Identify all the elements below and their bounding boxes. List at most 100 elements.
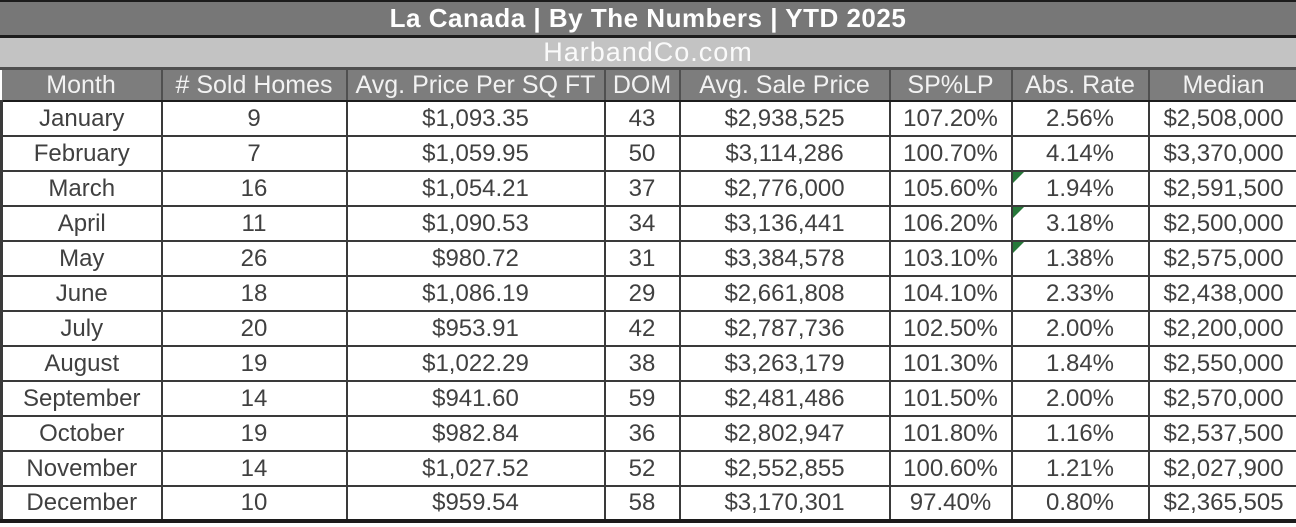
cell-abs-rate: 1.21%	[1010, 450, 1150, 487]
column-header-sold-homes: # Sold Homes	[161, 70, 348, 102]
cell-median: $2,591,500	[1147, 170, 1296, 207]
cell-sp-lp: 101.50%	[888, 380, 1013, 417]
cell-dom: 59	[603, 380, 681, 417]
cell-month: June	[0, 275, 163, 312]
cell-abs-rate: 0.80%	[1010, 485, 1150, 523]
cell-price-per-sqft: $953.91	[345, 310, 606, 347]
cell-abs-rate: 1.84%	[1010, 345, 1150, 382]
column-header-sale-price: Avg. Sale Price	[679, 70, 891, 102]
cell-sold-homes: 9	[160, 100, 348, 137]
table-row: September 14 $941.60 59 $2,481,486 101.5…	[0, 380, 1296, 417]
column-header-abs-rate: Abs. Rate	[1011, 70, 1150, 102]
cell-month: November	[0, 450, 163, 487]
cell-dom: 58	[603, 485, 681, 523]
cell-dom: 42	[603, 310, 681, 347]
cell-sp-lp: 101.30%	[888, 345, 1013, 382]
cell-month: October	[0, 415, 163, 452]
cell-sp-lp: 106.20%	[888, 205, 1013, 242]
cell-sold-homes: 14	[160, 380, 348, 417]
header-row: Month # Sold Homes Avg. Price Per SQ FT …	[1, 70, 1296, 102]
cell-price-per-sqft: $1,027.52	[345, 450, 606, 487]
table-row: December 10 $959.54 58 $3,170,301 97.40%…	[0, 485, 1296, 523]
cell-sold-homes: 14	[160, 450, 348, 487]
table-row: May 26 $980.72 31 $3,384,578 103.10% 1.3…	[0, 240, 1296, 277]
cell-sold-homes: 26	[160, 240, 348, 277]
table-row: March 16 $1,054.21 37 $2,776,000 105.60%…	[0, 170, 1296, 207]
column-header-sp-lp: SP%LP	[889, 70, 1013, 102]
cell-month: September	[0, 380, 163, 417]
cell-month: April	[0, 205, 163, 242]
cell-sp-lp: 107.20%	[888, 100, 1013, 137]
cell-sale-price: $3,170,301	[678, 485, 891, 523]
cell-median: $2,575,000	[1147, 240, 1296, 277]
cell-price-per-sqft: $1,059.95	[345, 135, 606, 172]
cell-month: August	[0, 345, 163, 382]
table-row: November 14 $1,027.52 52 $2,552,855 100.…	[0, 450, 1296, 487]
cell-abs-rate: 4.14%	[1010, 135, 1150, 172]
cell-sp-lp: 102.50%	[888, 310, 1013, 347]
cell-dom: 38	[603, 345, 681, 382]
cell-abs-rate: 2.00%	[1010, 310, 1150, 347]
table-row: August 19 $1,022.29 38 $3,263,179 101.30…	[0, 345, 1296, 382]
cell-month: February	[0, 135, 163, 172]
cell-sold-homes: 18	[160, 275, 348, 312]
column-header-month: Month	[1, 70, 163, 102]
cell-month: January	[0, 100, 163, 137]
cell-median: $2,365,505	[1147, 485, 1296, 523]
cell-price-per-sqft: $982.84	[345, 415, 606, 452]
cell-sale-price: $2,787,736	[678, 310, 891, 347]
cell-sp-lp: 103.10%	[888, 240, 1013, 277]
cell-abs-rate: 2.56%	[1010, 100, 1150, 137]
cell-dom: 29	[603, 275, 681, 312]
cell-sale-price: $2,661,808	[678, 275, 891, 312]
branding-text: HarbandCo.com	[543, 37, 753, 67]
table-row: October 19 $982.84 36 $2,802,947 101.80%…	[0, 415, 1296, 452]
cell-month: May	[0, 240, 163, 277]
cell-median: $3,370,000	[1147, 135, 1296, 172]
cell-sale-price: $2,776,000	[678, 170, 891, 207]
cell-dom: 36	[603, 415, 681, 452]
cell-sp-lp: 100.70%	[888, 135, 1013, 172]
cell-price-per-sqft: $1,054.21	[345, 170, 606, 207]
cell-abs-rate: 2.00%	[1010, 380, 1150, 417]
cell-median: $2,570,000	[1147, 380, 1296, 417]
cell-dom: 50	[603, 135, 681, 172]
cell-price-per-sqft: $1,022.29	[345, 345, 606, 382]
cell-sp-lp: 101.80%	[888, 415, 1013, 452]
cell-sold-homes: 19	[160, 415, 348, 452]
cell-price-per-sqft: $959.54	[345, 485, 606, 523]
monthly-stats-table: Month # Sold Homes Avg. Price Per SQ FT …	[0, 70, 1296, 523]
table-row: June 18 $1,086.19 29 $2,661,808 104.10% …	[0, 275, 1296, 312]
cell-abs-rate: 1.16%	[1010, 415, 1150, 452]
cell-sale-price: $3,384,578	[678, 240, 891, 277]
cell-sp-lp: 104.10%	[888, 275, 1013, 312]
cell-sale-price: $2,481,486	[678, 380, 891, 417]
cell-price-per-sqft: $1,086.19	[345, 275, 606, 312]
cell-sale-price: $2,802,947	[678, 415, 891, 452]
cell-sold-homes: 10	[160, 485, 348, 523]
column-header-median: Median	[1148, 70, 1296, 102]
cell-abs-rate: 1.94%	[1010, 170, 1150, 207]
cell-median: $2,500,000	[1147, 205, 1296, 242]
cell-sale-price: $3,263,179	[678, 345, 891, 382]
cell-month: March	[0, 170, 163, 207]
cell-dom: 43	[603, 100, 681, 137]
cell-sold-homes: 20	[160, 310, 348, 347]
cell-sold-homes: 7	[160, 135, 348, 172]
cell-median: $2,027,900	[1147, 450, 1296, 487]
cell-sale-price: $3,114,286	[678, 135, 891, 172]
cell-sp-lp: 97.40%	[888, 485, 1013, 523]
cell-abs-rate: 3.18%	[1010, 205, 1150, 242]
report-title: La Canada | By The Numbers | YTD 2025	[389, 3, 907, 33]
cell-abs-rate: 2.33%	[1010, 275, 1150, 312]
cell-price-per-sqft: $941.60	[345, 380, 606, 417]
table-row: January 9 $1,093.35 43 $2,938,525 107.20…	[0, 100, 1296, 137]
cell-sold-homes: 11	[160, 205, 348, 242]
cell-price-per-sqft: $1,093.35	[345, 100, 606, 137]
table-row: April 11 $1,090.53 34 $3,136,441 106.20%…	[0, 205, 1296, 242]
cell-sold-homes: 19	[160, 345, 348, 382]
cell-sale-price: $2,938,525	[678, 100, 891, 137]
table-row: February 7 $1,059.95 50 $3,114,286 100.7…	[0, 135, 1296, 172]
cell-sale-price: $2,552,855	[678, 450, 891, 487]
table-header: Month # Sold Homes Avg. Price Per SQ FT …	[1, 70, 1296, 102]
